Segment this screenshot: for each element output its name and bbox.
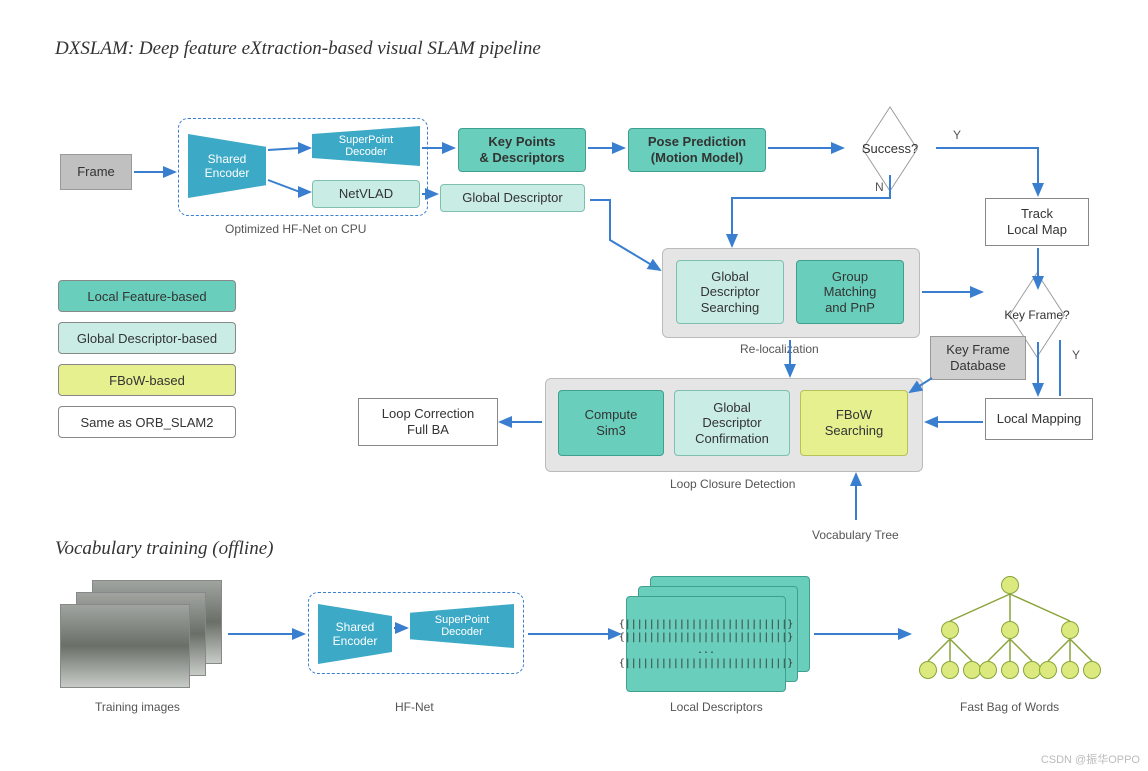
loop-detect-label: Loop Closure Detection — [670, 477, 795, 491]
tree-node — [1001, 661, 1019, 679]
netvlad-box: NetVLAD — [312, 180, 420, 208]
tree-node — [979, 661, 997, 679]
fbow-search-label: FBoW Searching — [825, 407, 884, 438]
global-confirm-label: Global Descriptor Confirmation — [695, 400, 769, 447]
vocab-title: Vocabulary training (offline) — [55, 538, 273, 560]
success-label: Success? — [845, 141, 935, 156]
track-map-label: Track Local Map — [1007, 206, 1067, 237]
global-desc-box: Global Descriptor — [440, 184, 585, 212]
kf-db-box: Key Frame Database — [930, 336, 1026, 380]
diagram-canvas: DXSLAM: Deep feature eXtraction-based vi… — [0, 0, 1148, 771]
shared-encoder-label: Shared Encoder — [205, 152, 250, 180]
sp-decoder-label-2: SuperPoint Decoder — [435, 614, 489, 638]
keyframe-q-label: Key Frame? — [992, 308, 1082, 322]
n-label: N — [875, 180, 884, 194]
frame-box: Frame — [60, 154, 132, 190]
tree-node — [1061, 621, 1079, 639]
keypoints-label: Key Points & Descriptors — [479, 134, 564, 165]
track-map-box: Track Local Map — [985, 198, 1089, 246]
global-search-label: Global Descriptor Searching — [700, 269, 759, 316]
tree-node — [1001, 621, 1019, 639]
pose-pred-label: Pose Prediction (Motion Model) — [648, 134, 746, 165]
tree-node — [1001, 576, 1019, 594]
hfnet-label: HF-Net — [395, 700, 434, 714]
legend-local: Local Feature-based — [58, 280, 236, 312]
y-label-1: Y — [953, 128, 961, 142]
group-match-box: Group Matching and PnP — [796, 260, 904, 324]
watermark: CSDN @振华OPPO — [1041, 751, 1140, 767]
training-img-1 — [60, 604, 190, 688]
shared-encoder-label-2: Shared Encoder — [333, 620, 378, 648]
fbow-label: Fast Bag of Words — [960, 700, 1059, 714]
main-title: DXSLAM: Deep feature eXtraction-based vi… — [55, 38, 541, 60]
tree-node — [941, 661, 959, 679]
local-desc-label: Local Descriptors — [670, 700, 763, 714]
compute-sim3-box: Compute Sim3 — [558, 390, 664, 456]
legend-global: Global Descriptor-based — [58, 322, 236, 354]
group-match-label: Group Matching and PnP — [824, 269, 877, 316]
tree-node — [919, 661, 937, 679]
reloc-label: Re-localization — [740, 342, 819, 356]
training-images-label: Training images — [95, 700, 180, 714]
loop-corr-box: Loop Correction Full BA — [358, 398, 498, 446]
pose-pred-box: Pose Prediction (Motion Model) — [628, 128, 766, 172]
loop-corr-label: Loop Correction Full BA — [382, 406, 475, 437]
local-mapping-box: Local Mapping — [985, 398, 1093, 440]
fbow-search-box: FBoW Searching — [800, 390, 908, 456]
legend-orb: Same as ORB_SLAM2 — [58, 406, 236, 438]
keypoints-box: Key Points & Descriptors — [458, 128, 586, 172]
global-confirm-box: Global Descriptor Confirmation — [674, 390, 790, 456]
tree-node — [1083, 661, 1101, 679]
kf-db-label: Key Frame Database — [946, 342, 1010, 373]
success-diamond: Success? — [845, 124, 935, 174]
desc-card-1: {|||||||||||||||||||||||||||} {|||||||||… — [626, 596, 786, 692]
keyframe-diamond: Key Frame? — [992, 290, 1082, 340]
tree-node — [1039, 661, 1057, 679]
tree-node — [941, 621, 959, 639]
hfnet-cpu-label: Optimized HF-Net on CPU — [225, 222, 366, 236]
sp-decoder-label: SuperPoint Decoder — [339, 134, 393, 158]
y-label-2: Y — [1072, 348, 1080, 362]
vocab-tree-label: Vocabulary Tree — [812, 528, 899, 542]
tree-node — [1061, 661, 1079, 679]
global-search-box: Global Descriptor Searching — [676, 260, 784, 324]
compute-sim3-label: Compute Sim3 — [585, 407, 638, 438]
legend-fbow: FBoW-based — [58, 364, 236, 396]
